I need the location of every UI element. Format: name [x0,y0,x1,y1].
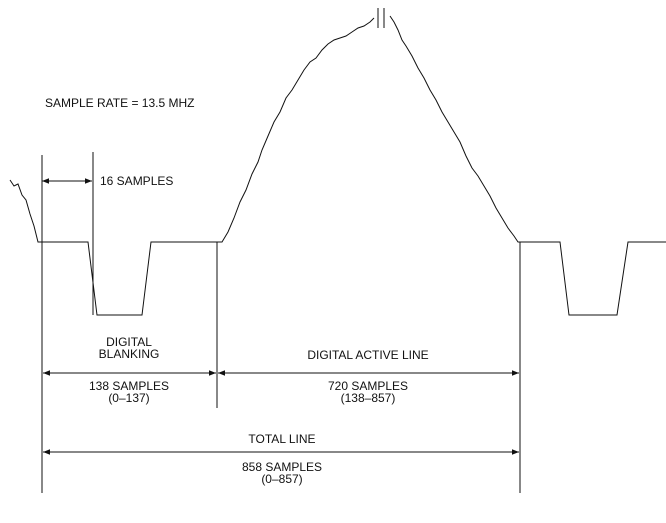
waveform [9,8,666,316]
total-title: TOTAL LINE [248,432,315,446]
blanking-samples: 138 SAMPLES [89,379,169,393]
guide-lines [41,152,521,493]
total-samples: 858 SAMPLES [242,460,322,474]
active-title: DIGITAL ACTIVE LINE [307,348,428,362]
total-range: (0–857) [261,472,302,486]
dimension-arrows [42,178,519,455]
sync-width: 16 SAMPLES [100,174,173,188]
blanking-title: BLANKING [99,347,160,361]
blanking-title: DIGITAL [106,335,152,349]
sample-rate: SAMPLE RATE = 13.5 MHZ [45,96,195,110]
blanking-range: (0–137) [108,391,149,405]
active-range: (138–857) [341,391,396,405]
active-samples: 720 SAMPLES [328,379,408,393]
